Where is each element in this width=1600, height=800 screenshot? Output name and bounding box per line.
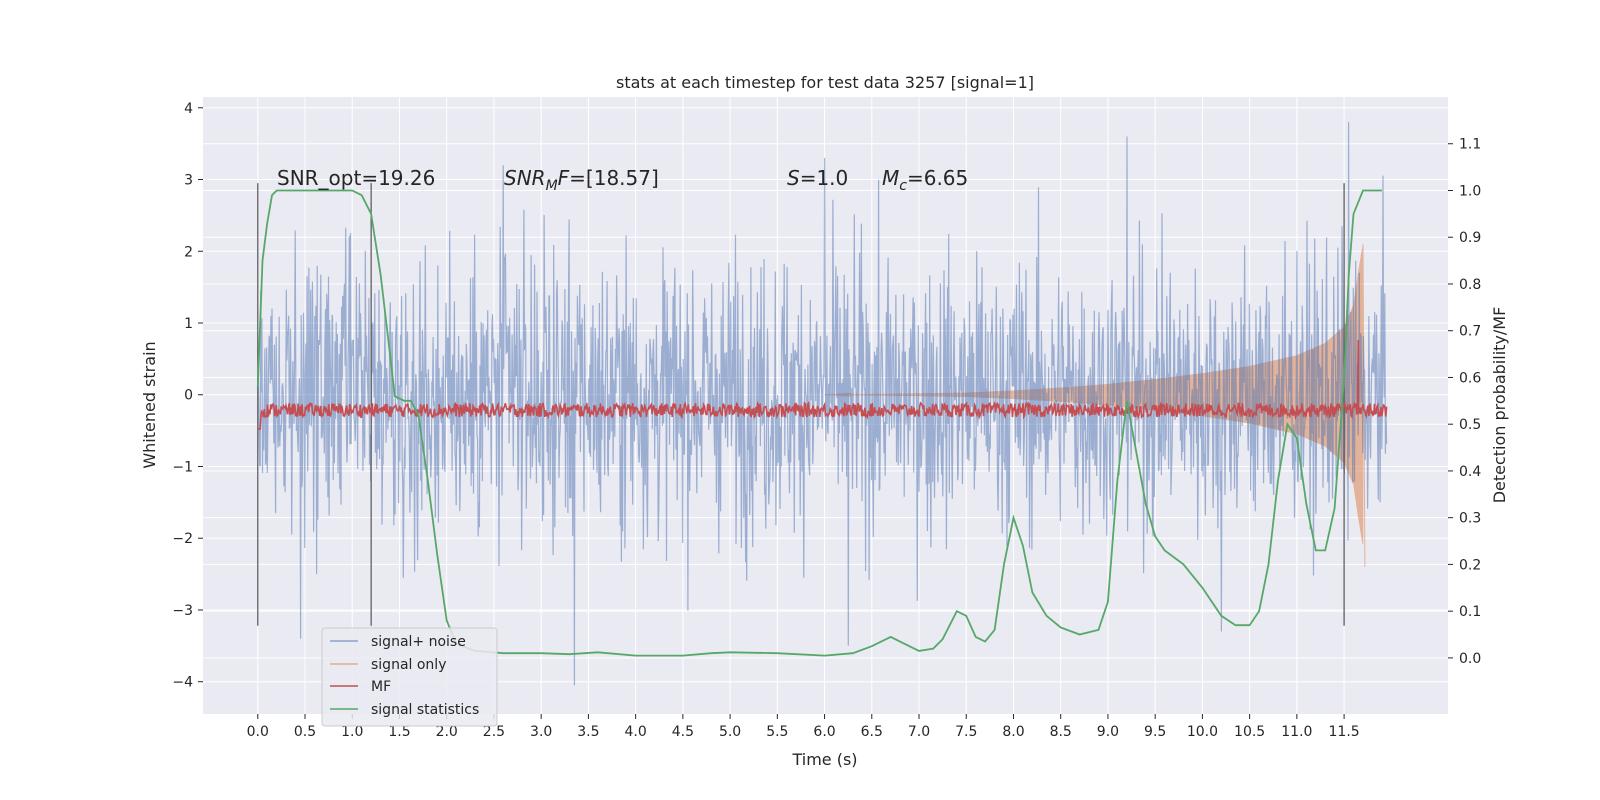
x-tick-label: 2.0 <box>436 724 458 740</box>
y-tick-label: −4 <box>172 675 193 691</box>
y2-tick-label: 0.0 <box>1459 651 1481 667</box>
annotation-snr-opt: SNR_opt=19.26 <box>277 166 435 190</box>
annotation-snr-mf: SNRMF=[18.57] <box>504 166 659 194</box>
x-axis: 0.0 0.5 1.0 1.5 2.0 2.5 3.0 3.5 4.0 4.5 5.0 5.5 6.0 6… <box>247 714 1360 740</box>
y2-tick-label: 0.7 <box>1459 324 1481 340</box>
x-tick-label: 3.5 <box>577 724 599 740</box>
x-tick-label: 9.5 <box>1144 724 1166 740</box>
mf-line <box>257 340 1388 430</box>
x-tick-label: 0.5 <box>294 724 316 740</box>
x-tick-label: 6.0 <box>813 724 835 740</box>
y2-tick-label: 0.2 <box>1459 557 1481 573</box>
x-tick-label: 5.5 <box>766 724 788 740</box>
y-tick-label: 4 <box>184 101 193 117</box>
chart-title: stats at each timestep for test data 325… <box>616 73 1034 92</box>
x-axis-label: Time (s) <box>791 750 857 769</box>
x-tick-label: 6.5 <box>861 724 883 740</box>
annotations: SNR_opt=19.26 SNRMF=[18.57] S=1.0 Mc=6.6… <box>277 166 968 194</box>
y-axis: −4 −3 −2 −1 0 1 2 3 4 <box>172 101 203 691</box>
x-tick-label: 1.0 <box>341 724 363 740</box>
x-tick-label: 1.5 <box>388 724 410 740</box>
x-tick-label: 9.0 <box>1097 724 1119 740</box>
x-tick-label: 7.0 <box>908 724 930 740</box>
signal-statistics-line <box>256 189 1382 657</box>
x-tick-label: 10.5 <box>1234 724 1265 740</box>
x-tick-label: 11.0 <box>1281 724 1312 740</box>
signal-statistics-series <box>256 189 1382 657</box>
x-tick-label: 3.0 <box>530 724 552 740</box>
x-tick-label: 8.5 <box>1050 724 1072 740</box>
legend-label-signal: signal only <box>371 657 446 673</box>
y2-axis-label: Detection probability/MF <box>1490 307 1509 504</box>
legend: signal+ noise signal only MF signal stat… <box>321 627 498 727</box>
x-tick-label: 11.5 <box>1329 724 1360 740</box>
y2-axis: 0.0 0.1 0.2 0.3 0.4 0.5 0.6 0.7 0.8 0.9 1.0 1.1 <box>1448 137 1481 667</box>
legend-label-mf: MF <box>371 679 391 695</box>
y-tick-label: −2 <box>172 531 193 547</box>
y-axis-label: Whitened strain <box>140 341 159 468</box>
y2-tick-label: 1.0 <box>1459 183 1481 199</box>
legend-label-stats: signal statistics <box>371 702 479 718</box>
y2-tick-label: 0.3 <box>1459 511 1481 527</box>
x-tick-label: 7.5 <box>955 724 977 740</box>
y2-tick-label: 1.1 <box>1459 137 1481 153</box>
y-tick-label: 2 <box>184 244 193 260</box>
y2-tick-label: 0.9 <box>1459 230 1481 246</box>
annotation-mc: Mc=6.65 <box>882 166 968 194</box>
y2-tick-label: 0.4 <box>1459 464 1481 480</box>
x-tick-label: 4.0 <box>624 724 646 740</box>
y-tick-label: −3 <box>172 603 193 619</box>
mf-series <box>257 340 1388 430</box>
y-tick-label: −1 <box>172 459 193 475</box>
legend-box <box>321 627 498 727</box>
x-tick-label: 10.0 <box>1187 724 1218 740</box>
x-tick-label: 8.0 <box>1002 724 1024 740</box>
x-tick-label: 2.5 <box>483 724 505 740</box>
legend-label-noise: signal+ noise <box>371 634 466 650</box>
y-tick-label: 3 <box>184 173 193 189</box>
y2-tick-label: 0.5 <box>1459 417 1481 433</box>
x-tick-label: 4.5 <box>672 724 694 740</box>
y-tick-label: 0 <box>184 388 193 404</box>
annotation-s: S=1.0 <box>787 166 848 190</box>
y-tick-label: 1 <box>184 316 193 332</box>
y2-tick-label: 0.1 <box>1459 604 1481 620</box>
x-tick-label: 5.0 <box>719 724 741 740</box>
y2-tick-label: 0.8 <box>1459 277 1481 293</box>
y2-tick-label: 0.6 <box>1459 370 1481 386</box>
x-tick-label: 0.0 <box>247 724 269 740</box>
